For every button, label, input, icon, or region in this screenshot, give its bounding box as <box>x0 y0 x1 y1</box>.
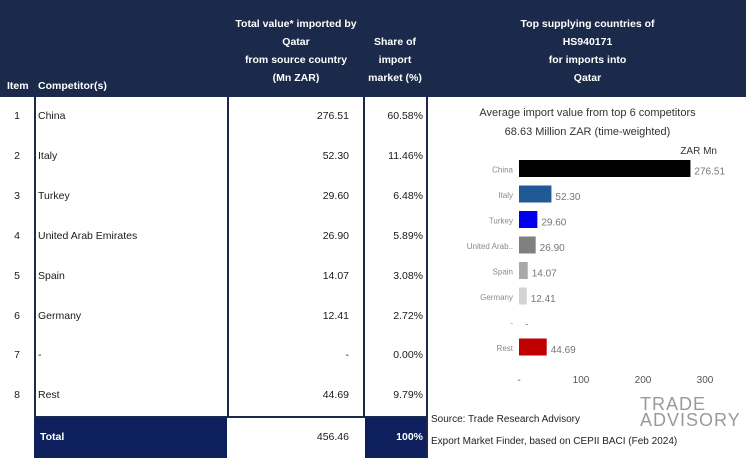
header-value-line: from source country <box>244 54 348 66</box>
data-label: - <box>525 320 528 331</box>
row-value: 26.90 <box>322 230 349 242</box>
header-item: Item <box>7 80 29 92</box>
header-top-line: HS940171 <box>562 36 613 48</box>
row-item: 1 <box>14 110 20 122</box>
row-competitor: China <box>38 110 66 122</box>
row-share: 2.72% <box>393 310 423 322</box>
note-text: Export Market Finder, based on CEPII BAC… <box>431 436 678 447</box>
data-label: 276.51 <box>694 167 725 178</box>
header-top-line: for imports into <box>548 54 627 66</box>
table-border <box>227 97 229 417</box>
header-top-line: Qatar <box>573 72 602 84</box>
bar-chart: Average import value from top 6 competit… <box>429 97 746 418</box>
trade-advisory-logo: TRADE <box>640 394 707 414</box>
x-tick-label: 200 <box>635 375 652 386</box>
total-share: 100% <box>396 431 423 443</box>
row-item: 5 <box>14 270 20 282</box>
row-share: 3.08% <box>393 270 423 282</box>
row-item: 3 <box>14 190 20 202</box>
trade-advisory-logo-line2: ADVISORY <box>640 410 741 430</box>
header-share-line: market (%) <box>368 72 422 84</box>
table-border <box>363 97 365 417</box>
header-share-line: Share of <box>373 36 416 48</box>
bar <box>519 287 527 305</box>
row-share: 11.46% <box>388 150 423 162</box>
row-competitor: Turkey <box>38 190 70 202</box>
header-value: Total value* imported by Qatar from sour… <box>228 15 364 87</box>
source-text: Source: Trade Research Advisory <box>431 414 580 425</box>
category-label: China <box>492 166 513 175</box>
row-competitor: United Arab Emirates <box>38 230 138 242</box>
category-label: Rest <box>497 344 514 353</box>
bar <box>519 236 536 254</box>
row-competitor: Germany <box>38 310 82 322</box>
table-border <box>34 416 428 418</box>
data-label: 52.30 <box>555 192 580 203</box>
x-tick-label: 300 <box>697 375 714 386</box>
header-top-line: Top supplying countries of <box>520 18 655 30</box>
header-value-line: Total value* imported by <box>235 18 357 30</box>
table-border <box>426 97 428 458</box>
row-value: 12.41 <box>322 310 349 322</box>
total-label-cell <box>34 418 227 458</box>
total-value-cell <box>229 418 363 458</box>
row-competitor: Italy <box>38 150 58 162</box>
bar <box>519 211 538 228</box>
row-item: 6 <box>14 310 20 322</box>
row-value: - <box>345 349 350 361</box>
data-label: 26.90 <box>540 243 565 254</box>
bar <box>519 338 547 356</box>
row-share: 0.00% <box>393 349 423 361</box>
row-value: 44.69 <box>322 389 349 401</box>
row-item: 4 <box>14 230 20 242</box>
row-item: 2 <box>14 150 20 162</box>
data-label: 12.41 <box>531 294 556 305</box>
data-label: 29.60 <box>541 218 566 229</box>
bar <box>519 262 528 279</box>
header-competitor: Competitor(s) <box>38 80 107 92</box>
total-value: 456.46 <box>316 431 349 443</box>
total-share-cell <box>365 418 426 458</box>
row-share: 9.79% <box>393 389 423 401</box>
category-label: Italy <box>498 191 513 200</box>
total-label: Total <box>40 431 65 443</box>
row-share: 5.89% <box>393 230 423 242</box>
bar <box>519 185 552 203</box>
data-label: 14.07 <box>532 269 557 280</box>
chart-plot: ZAR Mn China 276.51 Italy 52.30 Turkey 29.60 Un… <box>467 146 726 386</box>
table-border <box>34 97 36 417</box>
bar <box>519 160 691 177</box>
row-value: 29.60 <box>322 190 349 202</box>
chart-title: Average import value from top 6 competit… <box>479 107 696 119</box>
row-competitor: Rest <box>38 389 60 401</box>
row-item: 8 <box>14 389 20 401</box>
header-share: Share of import market (%) <box>364 33 426 87</box>
row-item: 7 <box>14 349 20 361</box>
x-tick-label: 100 <box>573 375 590 386</box>
data-label: 44.69 <box>551 345 576 356</box>
header-value-line: Qatar <box>282 36 310 48</box>
x-tick-label: - <box>517 375 520 386</box>
row-competitor: Spain <box>38 270 65 282</box>
chart-subtitle: 68.63 Million ZAR (time-weighted) <box>504 126 671 138</box>
row-share: 60.58% <box>387 110 423 122</box>
category-label: - <box>510 319 513 328</box>
category-label: United Arab.. <box>467 242 513 251</box>
row-value: 276.51 <box>316 110 349 122</box>
category-label: Spain <box>493 268 513 277</box>
row-competitor: - <box>38 349 42 361</box>
row-value: 52.30 <box>322 150 349 162</box>
row-value: 14.07 <box>322 270 349 282</box>
category-label: Turkey <box>489 217 513 226</box>
header-value-line: (Mn ZAR) <box>272 72 320 84</box>
category-label: Germany <box>480 293 513 302</box>
header-top-suppliers: Top supplying countries of HS940171 for … <box>429 15 746 87</box>
table-header <box>0 0 746 97</box>
unit-label: ZAR Mn <box>680 146 717 157</box>
header-share-line: import <box>378 54 412 66</box>
row-share: 6.48% <box>393 190 423 202</box>
